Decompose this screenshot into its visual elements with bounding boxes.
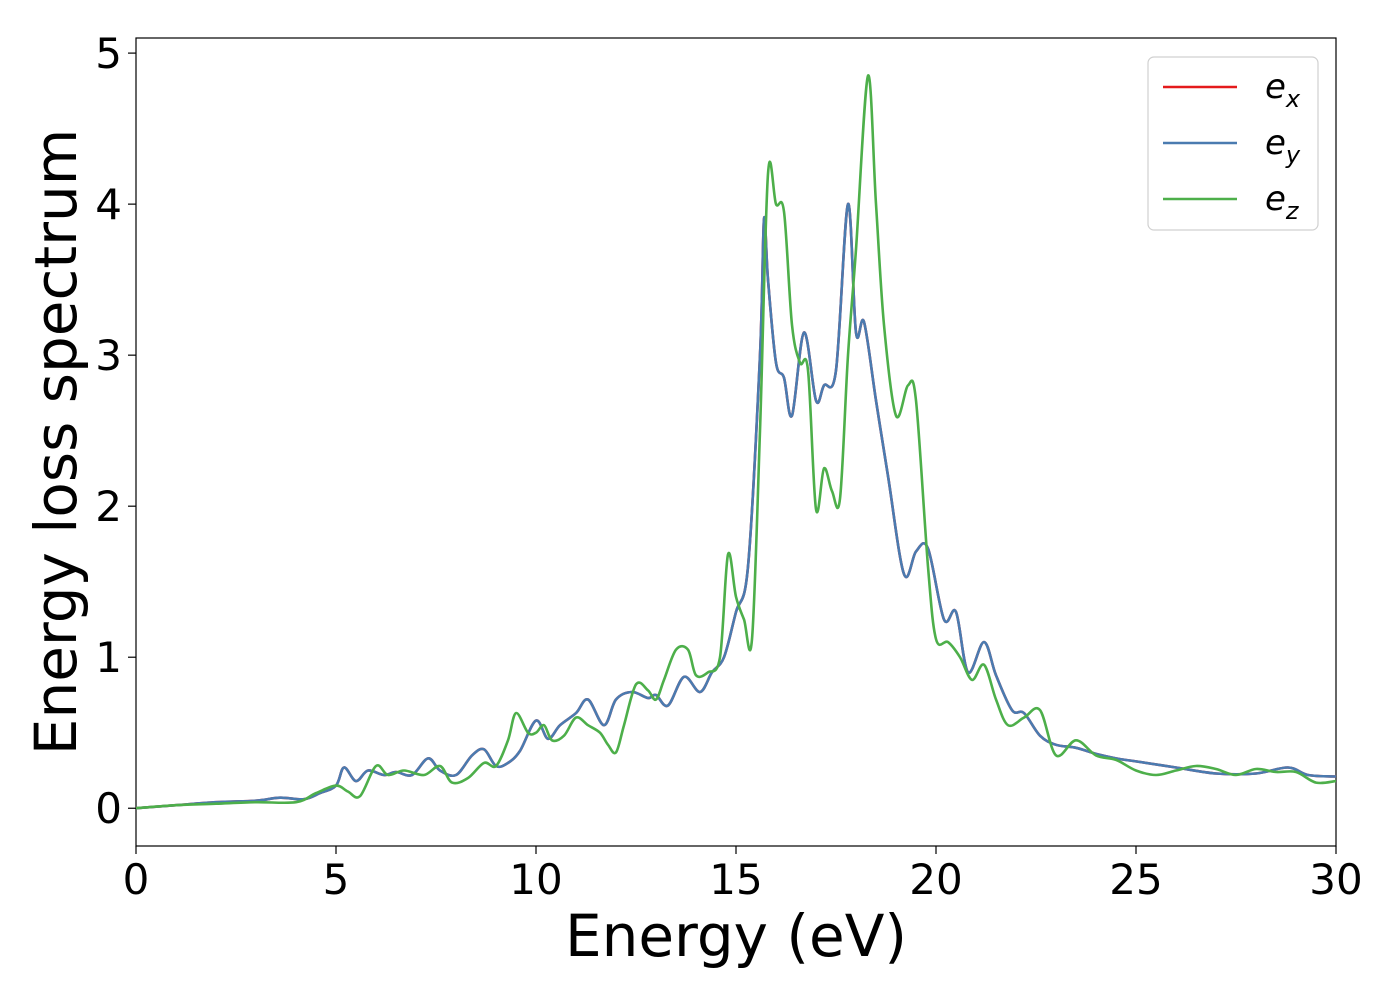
- legend-label-subscript: y: [1285, 141, 1301, 169]
- x-tick-label: 10: [509, 855, 562, 904]
- x-tick-label: 30: [1309, 855, 1362, 904]
- x-tick-label: 20: [909, 855, 962, 904]
- y-axis-title: Energy loss spectrum: [22, 129, 90, 755]
- y-tick-label: 4: [95, 180, 122, 229]
- x-tick-label: 5: [323, 855, 350, 904]
- y-tick-label: 2: [95, 482, 122, 531]
- y-tick-label: 5: [95, 29, 122, 78]
- legend-label-subscript: z: [1285, 197, 1300, 225]
- x-axis-ticks: 0 5 10 15 20 25 30: [123, 846, 1363, 904]
- x-axis-title: Energy (eV): [565, 902, 907, 970]
- plot-area: [135, 37, 1337, 847]
- x-tick-label: 25: [1109, 855, 1162, 904]
- y-tick-label: 3: [95, 331, 122, 380]
- legend-label-base: e: [1265, 179, 1286, 219]
- series-line-ez: [135, 74, 1337, 810]
- legend-label-ez: ez: [1265, 179, 1300, 225]
- y-tick-label: 1: [95, 633, 122, 682]
- legend-label-base: e: [1265, 67, 1286, 107]
- legend-label-subscript: x: [1285, 85, 1301, 113]
- legend-label-ey: ey: [1265, 123, 1301, 169]
- legend-label-ex: ex: [1265, 67, 1301, 113]
- plot-frame: [135, 37, 1337, 847]
- x-tick-label: 15: [709, 855, 762, 904]
- y-tick-label: 0: [95, 784, 122, 833]
- y-axis-ticks: 0 1 2 3 4 5: [95, 29, 136, 833]
- x-tick-label: 0: [123, 855, 150, 904]
- series-line-ey: [135, 202, 1337, 810]
- legend-label-base: e: [1265, 123, 1286, 163]
- series-layer: [135, 74, 1337, 810]
